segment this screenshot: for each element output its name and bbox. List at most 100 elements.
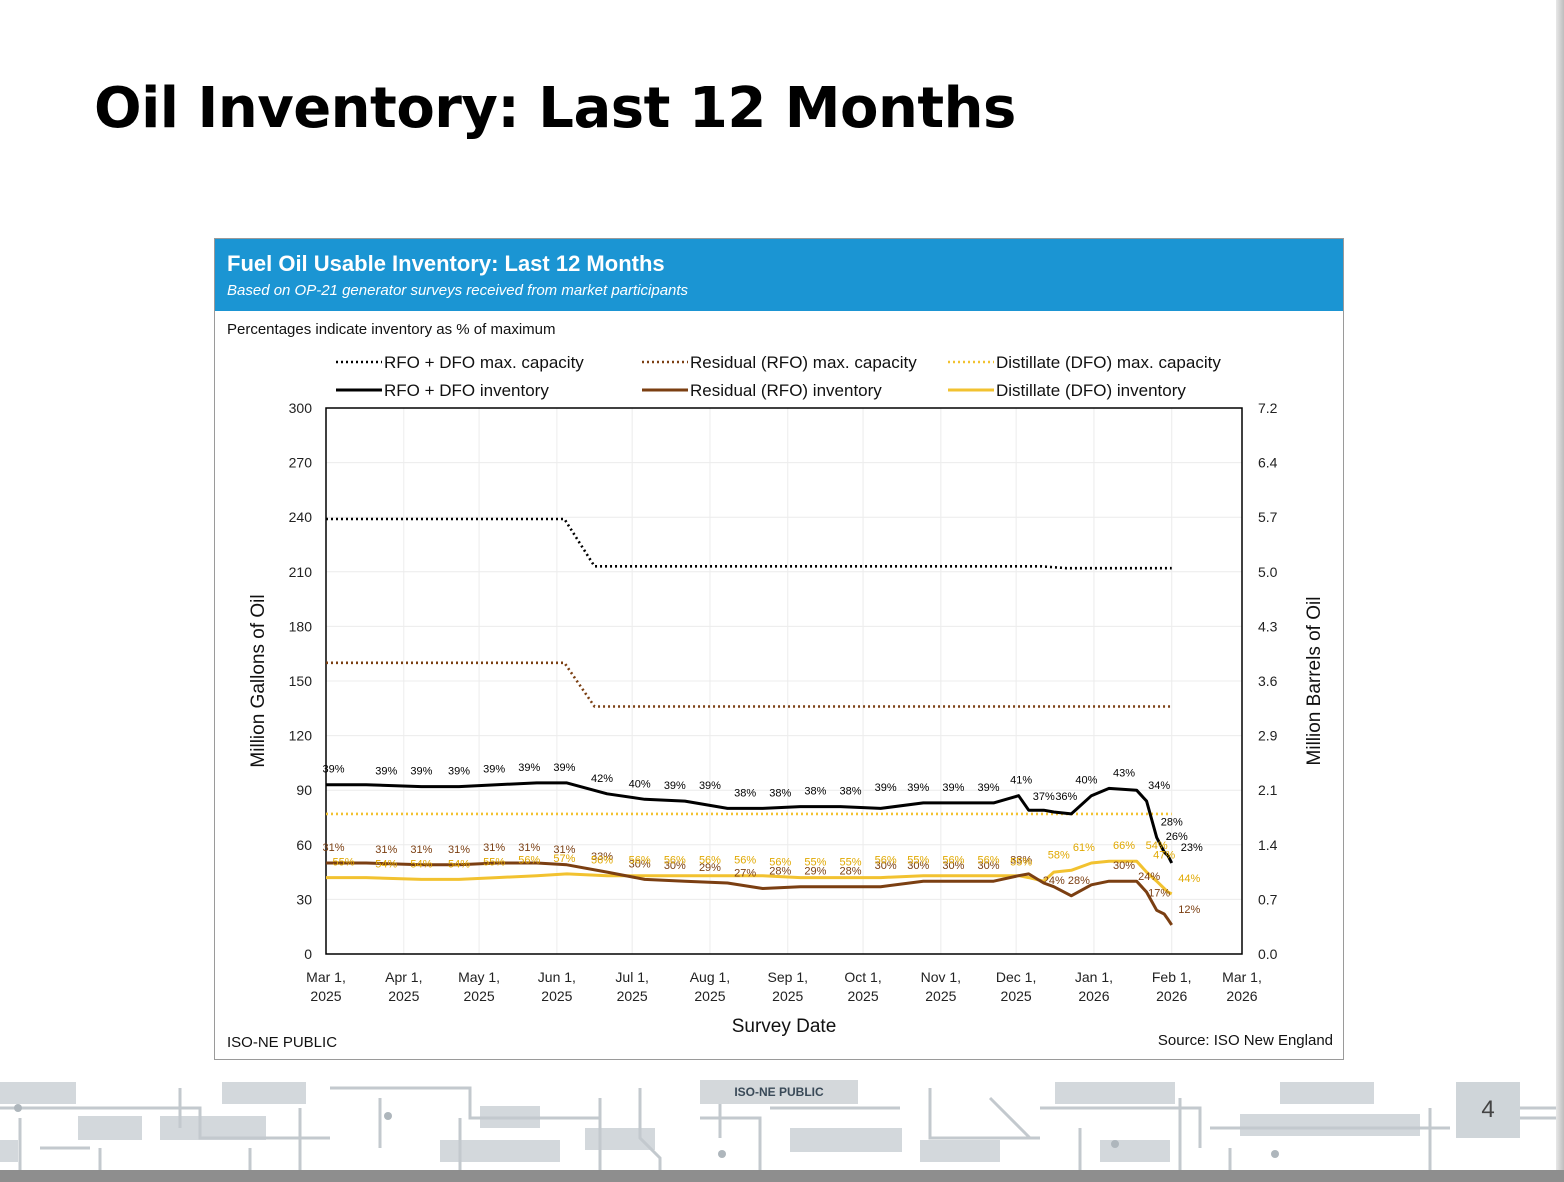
footer-public-tag: ISO-NE PUBLIC (700, 1080, 858, 1104)
panel-footer-source: Source: ISO New England (1157, 1032, 1333, 1049)
y-tick-label: 300 (289, 400, 313, 416)
data-label-total: 42% (591, 773, 613, 785)
data-label-rfo: 12% (1178, 904, 1200, 916)
x-tick-label: May 1, (458, 969, 500, 985)
y-tick-label: 270 (289, 455, 313, 471)
data-label-rfo: 31% (518, 842, 540, 854)
data-label-rfo: 29% (699, 862, 721, 874)
data-label-total: 43% (1113, 767, 1135, 779)
data-label-dfo: 56% (769, 857, 791, 869)
data-label-dfo: 61% (1073, 842, 1095, 854)
x-tick-label: 2025 (541, 988, 572, 1004)
data-label-total: 38% (734, 787, 756, 799)
x-tick-label: 2025 (694, 988, 725, 1004)
x-tick-label: 2026 (1226, 988, 1257, 1004)
data-label-rfo: 29% (804, 866, 826, 878)
data-label-total: 23% (1181, 842, 1203, 854)
x-tick-label: 2026 (1156, 988, 1187, 1004)
data-label-total: 36% (1055, 791, 1077, 803)
data-label-rfo: 30% (629, 858, 651, 870)
y2-tick-label: 5.7 (1258, 509, 1278, 525)
data-label-rfo: 24% (1043, 875, 1065, 887)
data-label-total: 39% (875, 782, 897, 794)
y2-axis-title: Million Barrels of Oil (1304, 597, 1325, 766)
x-tick-label: Jun 1, (538, 969, 576, 985)
data-label-total: 40% (1075, 775, 1097, 787)
data-label-total: 34% (1148, 780, 1170, 792)
data-label-rfo: 31% (483, 842, 505, 854)
data-label-dfo: 56% (699, 855, 721, 867)
data-label-rfo: 30% (978, 860, 1000, 872)
data-label-dfo: 57% (553, 853, 575, 865)
x-tick-label: Aug 1, (690, 969, 730, 985)
data-label-total: 38% (839, 786, 861, 798)
data-label-dfo: 55% (333, 857, 355, 869)
x-tick-label: Jul 1, (615, 969, 648, 985)
data-label-rfo: 30% (942, 860, 964, 872)
y-tick-label: 30 (296, 891, 312, 907)
data-label-rfo: 31% (375, 844, 397, 856)
legend-label-dfo_max: Distillate (DFO) max. capacity (996, 353, 1221, 372)
data-label-total: 39% (942, 782, 964, 794)
series-line-dfo (326, 859, 1173, 896)
data-label-rfo: 28% (839, 866, 861, 878)
data-label-total: 28% (1161, 817, 1183, 829)
page-number: 4 (1456, 1082, 1520, 1138)
x-tick-label: 2025 (925, 988, 956, 1004)
y2-tick-label: 0.7 (1258, 891, 1278, 907)
y-tick-label: 120 (289, 728, 313, 744)
y2-tick-label: 2.9 (1258, 728, 1278, 744)
data-label-dfo: 58% (1048, 849, 1070, 861)
x-tick-label: Mar 1, (306, 969, 346, 985)
data-label-dfo: 56% (942, 855, 964, 867)
data-label-dfo: 56% (518, 855, 540, 867)
data-label-dfo: 56% (734, 855, 756, 867)
data-label-dfo: 56% (629, 855, 651, 867)
series-line-total (326, 781, 1174, 864)
data-label-dfo: 54% (375, 858, 397, 870)
slide-edge-shadow (1556, 0, 1564, 1170)
data-label-total: 39% (323, 764, 345, 776)
data-label-total: 39% (907, 782, 929, 794)
data-label-total: 40% (629, 778, 651, 790)
data-label-rfo: 33% (591, 851, 613, 863)
data-label-rfo: 31% (448, 844, 470, 856)
slide-title: Oil Inventory: Last 12 Months (94, 76, 1016, 141)
chart-note: Percentages indicate inventory as % of m… (227, 321, 556, 338)
data-label-rfo: 30% (875, 860, 897, 872)
data-label-total: 37% (1033, 791, 1055, 803)
data-label-total: 39% (518, 762, 540, 774)
data-label-rfo: 30% (664, 860, 686, 872)
chart-subtitle: Based on OP-21 generator surveys receive… (227, 282, 689, 299)
data-label-rfo: 17% (1148, 888, 1170, 900)
data-label-dfo: 56% (978, 855, 1000, 867)
data-label-dfo: 56% (591, 855, 613, 867)
data-label-rfo: 30% (1113, 860, 1135, 872)
data-label-total: 39% (375, 766, 397, 778)
legend-label-total_max: RFO + DFO max. capacity (384, 353, 584, 372)
data-label-total: 39% (699, 780, 721, 792)
data-label-total: 39% (483, 764, 505, 776)
y-axis-title: Million Gallons of Oil (248, 594, 269, 767)
data-label-rfo: 28% (1068, 875, 1090, 887)
x-tick-label: Feb 1, (1152, 969, 1192, 985)
data-label-rfo: 27% (734, 867, 756, 879)
y2-tick-label: 1.4 (1258, 837, 1278, 853)
data-label-rfo: 28% (769, 866, 791, 878)
data-label-rfo: 31% (410, 844, 432, 856)
y2-tick-label: 2.1 (1258, 782, 1278, 798)
data-label-total: 26% (1166, 831, 1188, 843)
circuit-footer-decoration (0, 1082, 1564, 1170)
data-label-dfo: 66% (1113, 840, 1135, 852)
chart-header: Fuel Oil Usable Inventory: Last 12 Month… (215, 239, 1343, 311)
x-tick-label: Oct 1, (844, 969, 881, 985)
data-label-total: 39% (664, 780, 686, 792)
y-tick-label: 180 (289, 618, 313, 634)
legend-label-dfo: Distillate (DFO) inventory (996, 381, 1186, 400)
data-label-rfo: 24% (1138, 871, 1160, 883)
data-label-dfo: 54% (1146, 840, 1168, 852)
data-label-rfo: 30% (907, 860, 929, 872)
y-tick-label: 90 (296, 782, 312, 798)
panel-footer-public: ISO-NE PUBLIC (227, 1034, 338, 1051)
data-label-dfo: 47% (1153, 849, 1175, 861)
